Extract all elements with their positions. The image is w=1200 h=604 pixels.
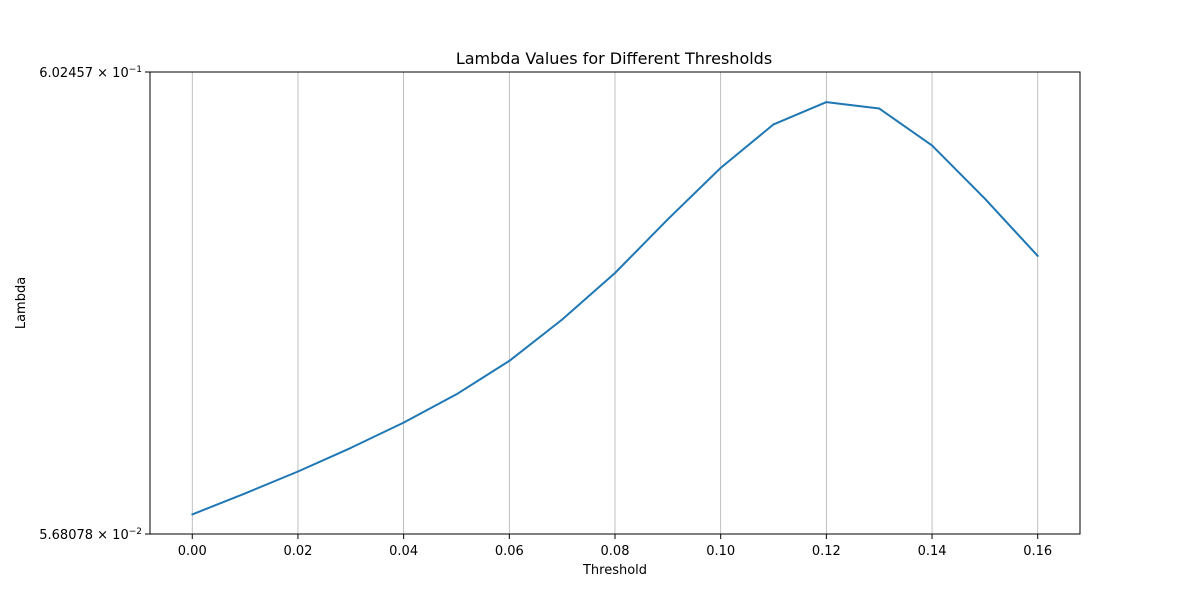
x-tick-label: 0.04 [389,544,418,559]
y-tick-exponent: −1 [129,65,142,75]
y-axis-ticks: 5.68078 × 10−26.02457 × 10−1 [39,65,150,543]
x-tick-label: 0.00 [178,544,207,559]
series-point [614,272,616,274]
series-point [1036,255,1039,257]
y-axis-label: Lambda [14,277,29,329]
x-tick-label: 0.06 [495,544,524,559]
x-axis-ticks: 0.00 0.02 0.04 0.06 0.08 0.10 0.12 0.14 0.16 [178,534,1052,559]
y-tick-label: 6.02457 × 10−1 [39,65,142,81]
y-tick-mantissa: 5.68078 [39,528,93,543]
x-tick-label: 0.10 [706,544,735,559]
series-point [825,101,828,103]
y-tick-mantissa: 6.02457 [39,66,93,81]
series-point [984,197,986,200]
x-axis-label: Threshold [582,563,647,578]
series-point [561,318,563,321]
series-point [191,513,194,516]
x-tick-label: 0.16 [1023,544,1052,559]
chart-title: Lambda Values for Different Thresholds [456,49,772,68]
x-tick-label: 0.14 [918,544,947,559]
y-tick-label: 5.68078 × 10−2 [39,527,142,543]
series-point [878,107,881,110]
x-tick-label: 0.08 [601,544,630,559]
series-point [931,144,933,147]
series-point [667,218,669,221]
series-point [772,123,775,126]
y-tick-base: × 10 [93,66,129,81]
x-tick-label: 0.02 [283,544,312,559]
y-tick-exponent: −2 [129,527,142,537]
grid-lines [191,72,1039,534]
series-point [244,492,246,495]
series-point [349,447,352,449]
y-tick-base: × 10 [93,528,129,543]
series-point [508,360,511,362]
series-point [719,167,722,169]
series-point [297,470,299,473]
series-point [402,421,405,424]
x-tick-label: 0.12 [812,544,841,559]
series-layer [191,101,1039,516]
series-point [455,393,458,396]
